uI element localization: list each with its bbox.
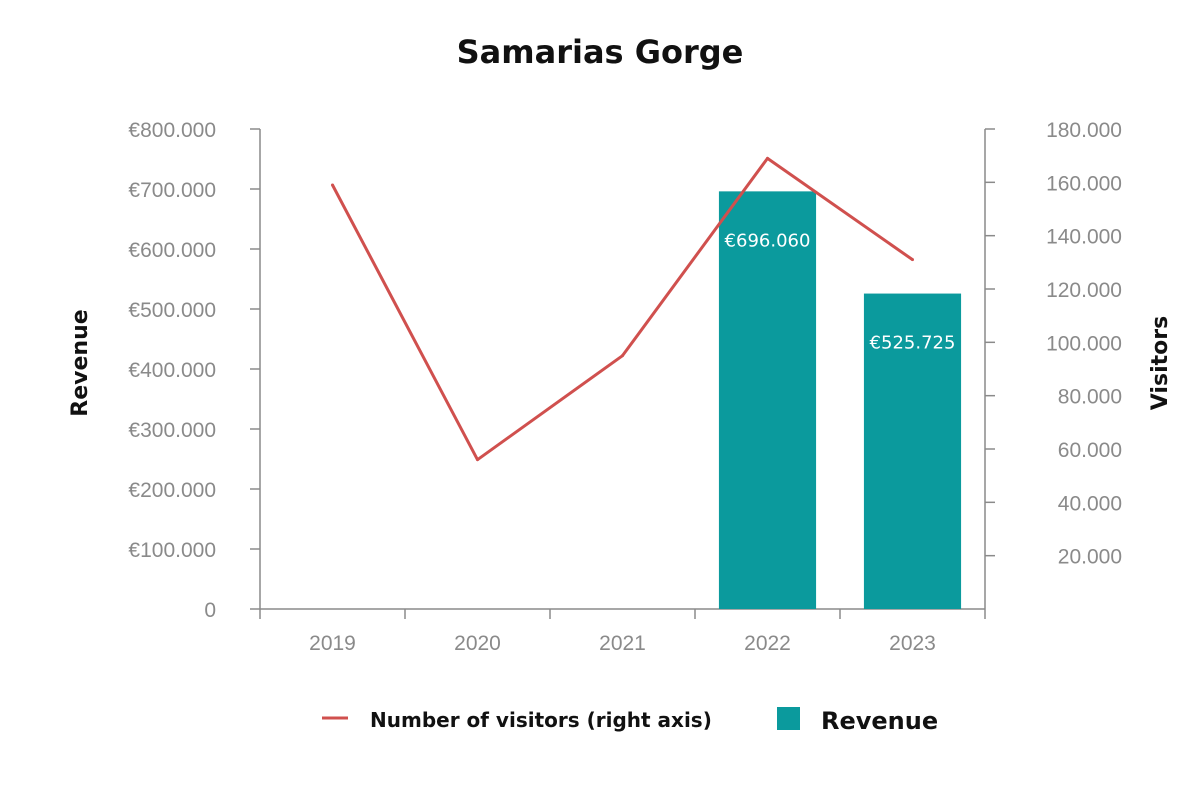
revenue-bar [863, 293, 962, 609]
visitors-point [766, 156, 769, 160]
right-axis-title: Visitors [1148, 316, 1173, 410]
right-tick-label: 180.000 [1046, 119, 1122, 142]
left-tick-label: €300.000 [128, 419, 216, 442]
x-tick-label: 2019 [309, 632, 356, 655]
left-axis-title: Revenue [68, 309, 93, 416]
revenue-bar [718, 191, 817, 609]
right-tick-label: 140.000 [1046, 226, 1122, 249]
x-tick-label: 2022 [744, 632, 791, 655]
left-tick-label: €100.000 [128, 539, 216, 562]
right-tick-label: 60.000 [1058, 439, 1122, 462]
left-tick-label: €400.000 [128, 359, 216, 382]
legend-revenue-label: Revenue [821, 707, 938, 735]
revenue-bar-label: €525.725 [870, 333, 956, 354]
right-axis: 20.000 40.000 60.000 80.000 100.000 120.000 14… [984, 119, 1122, 609]
left-tick-label: 0 [204, 599, 216, 622]
revenue-bar-label: €696.060 [725, 230, 811, 251]
right-tick-label: 20.000 [1058, 546, 1122, 569]
left-tick-label: €200.000 [128, 479, 216, 502]
visitors-point [331, 183, 334, 187]
line-series-visitors [331, 156, 914, 462]
legend-visitors-label: Number of visitors (right axis) [370, 708, 712, 732]
right-tick-label: 80.000 [1058, 386, 1122, 409]
visitors-point [911, 258, 914, 262]
right-tick-label: 120.000 [1046, 279, 1122, 302]
left-tick-label: €600.000 [128, 239, 216, 262]
visitors-point [476, 458, 479, 462]
bars-series-revenue: €696.060 €525.725 [718, 191, 962, 609]
left-tick-label: €500.000 [128, 299, 216, 322]
visitors-line [331, 156, 914, 462]
right-tick-label: 160.000 [1046, 172, 1122, 195]
x-axis: 2019 2020 2021 2022 2023 [259, 608, 986, 655]
left-axis: 0 €100.000 €200.000 €300.000 €400.000 €500.00… [128, 119, 261, 622]
left-tick-label: €700.000 [128, 179, 216, 202]
legend-revenue-swatch [777, 707, 800, 730]
x-tick-label: 2023 [889, 632, 936, 655]
chart-title: Samarias Gorge [457, 33, 744, 71]
visitors-point [621, 354, 624, 358]
x-tick-label: 2021 [599, 632, 646, 655]
right-tick-label: 40.000 [1058, 492, 1122, 515]
legend: Number of visitors (right axis) Revenue [322, 707, 938, 735]
left-tick-label: €800.000 [128, 119, 216, 142]
right-tick-label: 100.000 [1046, 332, 1122, 355]
x-tick-label: 2020 [454, 632, 501, 655]
